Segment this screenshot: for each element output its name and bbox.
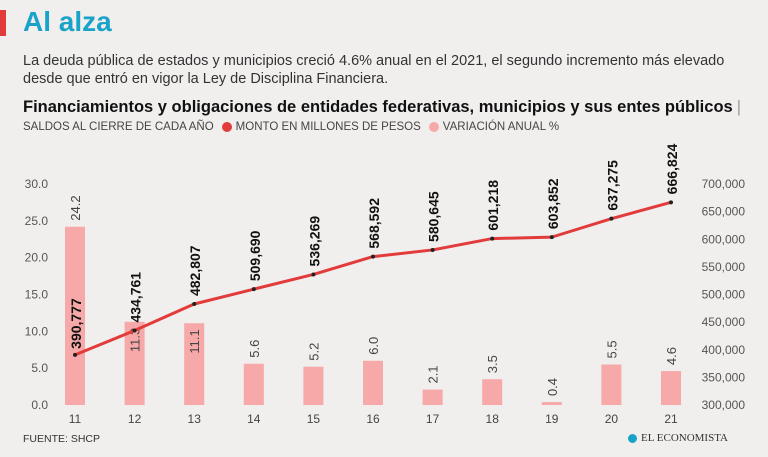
line-value-label: 666,824 xyxy=(664,144,680,195)
brand-name: EL ECONOMISTA xyxy=(640,432,728,444)
legend-subtitle: SALDOS AL CIERRE DE CADA AÑO xyxy=(23,121,214,133)
line-value-label: 603,852 xyxy=(545,178,561,229)
bar-value-label: 6.0 xyxy=(366,337,381,355)
line-point xyxy=(311,272,316,277)
x-tick-label: 21 xyxy=(664,412,678,426)
y-right-tick-label: 350,000 xyxy=(702,370,746,384)
line-point xyxy=(609,216,614,221)
line-value-label: 509,690 xyxy=(247,230,263,281)
line-value-label: 568,592 xyxy=(366,198,382,249)
y-left-tick-label: 25.0 xyxy=(25,214,49,228)
line-point xyxy=(132,328,137,333)
x-tick-label: 19 xyxy=(545,412,559,426)
y-right-tick-label: 400,000 xyxy=(702,343,746,357)
bar xyxy=(184,323,205,405)
legend-bar-label: VARIACIÓN ANUAL % xyxy=(442,121,560,133)
line-point xyxy=(669,200,673,205)
line-point xyxy=(251,287,256,292)
bar-value-label: 4.6 xyxy=(664,347,679,365)
line-point xyxy=(490,236,495,241)
bar-value-label: 5.6 xyxy=(247,340,262,358)
line-point xyxy=(430,247,435,252)
line-value-label: 536,269 xyxy=(306,216,322,267)
x-tick-label: 11 xyxy=(69,412,82,426)
line-value-label: 482,807 xyxy=(187,245,203,296)
x-tick-label: 16 xyxy=(366,412,380,426)
bar-value-label: 5.5 xyxy=(604,340,619,358)
legend-bar-swatch xyxy=(428,122,439,132)
y-right-tick-label: 600,000 xyxy=(702,232,746,246)
y-left-tick-label: 10.0 xyxy=(25,324,49,338)
bar xyxy=(363,360,383,405)
header-accent-bar xyxy=(0,10,6,36)
bar-value-label: 11.3 xyxy=(128,328,143,352)
line-value-label: 434,761 xyxy=(128,272,144,323)
line-value-label: 580,645 xyxy=(426,191,442,242)
y-left-tick-label: 20.0 xyxy=(25,251,49,265)
bar xyxy=(303,366,324,405)
source-note: FUENTE: SHCP xyxy=(23,433,101,445)
legend-line-swatch xyxy=(221,122,232,132)
y-right-tick-label: 500,000 xyxy=(702,288,746,302)
bar xyxy=(661,371,681,405)
bar-value-label: 3.5 xyxy=(485,355,500,373)
bar xyxy=(65,226,85,405)
chart-title: Financiamientos y obligaciones de entida… xyxy=(23,98,741,117)
brand: EL ECONOMISTA xyxy=(627,432,728,444)
y-right-tick-label: 450,000 xyxy=(702,315,746,329)
y-left-tick-label: 30.0 xyxy=(25,177,49,191)
x-tick-label: 14 xyxy=(247,412,261,426)
line-point xyxy=(73,352,77,357)
bar-value-label: 5.2 xyxy=(306,343,321,361)
legend: SALDOS AL CIERRE DE CADA AÑO MONTO EN MI… xyxy=(23,121,559,133)
chart-title-separator: | xyxy=(736,98,741,116)
x-tick-label: 13 xyxy=(188,412,202,426)
bar-value-label: 0.4 xyxy=(545,378,560,396)
bar xyxy=(482,379,503,405)
x-tick-label: 12 xyxy=(128,412,142,426)
bar-value-label: 2.1 xyxy=(426,365,441,383)
y-left-tick-label: 0.0 xyxy=(31,398,48,412)
bar xyxy=(243,363,264,405)
bar-value-label: 11.1 xyxy=(187,329,202,353)
subtitle: La deuda pública de estados y municipios… xyxy=(23,53,725,87)
bar xyxy=(541,402,562,405)
headline: Al alza xyxy=(23,6,112,37)
x-tick-label: 17 xyxy=(426,412,440,426)
chart-title-text: Financiamientos y obligaciones de entida… xyxy=(23,98,733,116)
bar xyxy=(601,364,622,405)
line-value-label: 637,275 xyxy=(604,160,620,211)
line-point xyxy=(371,254,375,259)
y-right-tick-label: 650,000 xyxy=(702,205,746,219)
bar xyxy=(422,389,443,405)
line-value-label: 390,777 xyxy=(68,298,84,349)
x-tick-label: 18 xyxy=(486,412,500,426)
y-right-tick-label: 550,000 xyxy=(702,260,746,274)
line-value-label: 601,218 xyxy=(485,180,501,231)
y-left-tick-label: 15.0 xyxy=(25,288,49,302)
bar xyxy=(124,321,145,405)
bar-value-label: 24.2 xyxy=(68,195,83,220)
y-right-tick-label: 300,000 xyxy=(702,398,746,412)
x-tick-label: 20 xyxy=(605,412,619,426)
line-point xyxy=(549,235,554,240)
line-point xyxy=(192,301,197,306)
y-right-tick-label: 700,000 xyxy=(702,177,746,191)
brand-logo-icon xyxy=(627,433,637,443)
x-tick-label: 15 xyxy=(307,412,321,426)
legend-line-label: MONTO EN MILLONES DE PESOS xyxy=(235,121,421,133)
y-left-tick-label: 5.0 xyxy=(31,361,48,375)
